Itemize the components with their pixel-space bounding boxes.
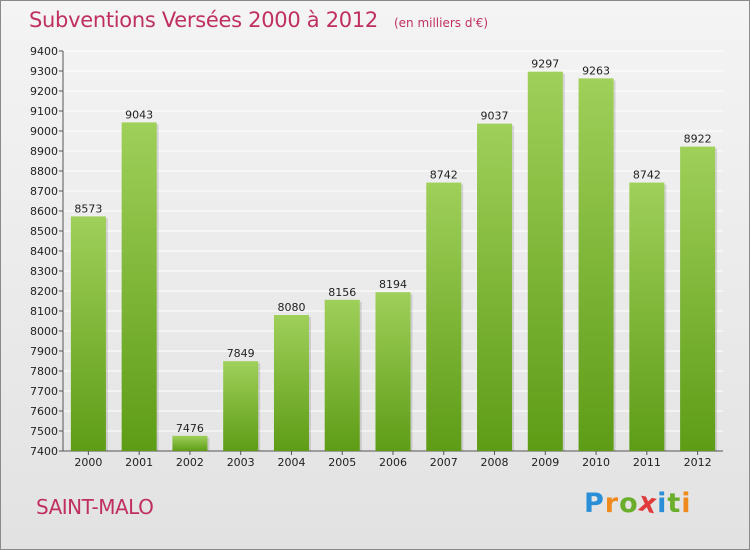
x-tick-label-2001: 2001 (125, 456, 153, 469)
data-label-2004: 8080 (277, 301, 305, 314)
y-tick-label: 9000 (30, 125, 58, 138)
logo-letter: P (584, 488, 605, 519)
bar-2003 (223, 361, 259, 451)
y-tick-label: 7900 (30, 345, 58, 358)
bar-2006 (375, 292, 411, 451)
bar-2004 (273, 315, 309, 451)
x-tick-label-2002: 2002 (176, 456, 204, 469)
y-tick-label: 8200 (30, 285, 58, 298)
y-tick-label: 9200 (30, 85, 58, 98)
y-tick-label: 8700 (30, 185, 58, 198)
y-tick-label: 7700 (30, 385, 58, 398)
y-tick-label: 7500 (30, 425, 58, 438)
y-tick-label: 7800 (30, 365, 58, 378)
bar-2007 (426, 182, 462, 451)
y-tick-label: 8900 (30, 145, 58, 158)
bar-2011 (629, 182, 665, 451)
y-tick-label: 9400 (30, 45, 58, 58)
x-tick-label-2009: 2009 (531, 456, 559, 469)
labels: 8573 9043 7476 7849 8080 8156 8194 8742 9037 9297… (74, 58, 711, 435)
x-tick-label-2007: 2007 (430, 456, 458, 469)
y-tick-label: 8300 (30, 265, 58, 278)
chart-title: Subventions Versées 2000 à 2012 (29, 8, 378, 32)
data-label-2007: 8742 (430, 169, 458, 182)
bar-2005 (324, 299, 360, 451)
x-tick-label-2008: 2008 (481, 456, 509, 469)
x-tick-label-2010: 2010 (582, 456, 610, 469)
data-label-2005: 8156 (328, 286, 356, 299)
data-label-2001: 9043 (125, 108, 153, 121)
bar-2002 (172, 435, 208, 451)
data-label-2003: 7849 (227, 347, 255, 360)
bars (70, 71, 718, 452)
data-label-2010: 9263 (582, 64, 610, 77)
x-tick-label-2004: 2004 (277, 456, 305, 469)
data-label-2008: 9037 (481, 110, 509, 123)
chart-subtitle: (en milliers d'€) (393, 16, 489, 30)
proxiti-logo[interactable]: Proxiti (584, 486, 692, 520)
bar-2009 (527, 71, 563, 451)
y-tick-label: 7400 (30, 445, 58, 458)
y-tick-label: 8000 (30, 325, 58, 338)
x-tick-label-2000: 2000 (74, 456, 102, 469)
y-tick-label: 8800 (30, 165, 58, 178)
x-tick-label-2005: 2005 (328, 456, 356, 469)
y-tick-label: 8600 (30, 205, 58, 218)
y-tick-label: 8400 (30, 245, 58, 258)
y-tick-label: 9300 (30, 65, 58, 78)
y-tick-label: 8500 (30, 225, 58, 238)
data-label-2012: 8922 (684, 133, 712, 146)
y-tick-label: 7600 (30, 405, 58, 418)
data-label-2000: 8573 (74, 202, 102, 215)
commune-name: SAINT-MALO (36, 495, 154, 519)
title-area: Subventions Versées 2000 à 2012 (en mill… (29, 8, 488, 32)
logo-letter: t (667, 488, 682, 519)
bar-2010 (578, 78, 614, 452)
logo-letter: r (604, 488, 620, 519)
data-label-2006: 8194 (379, 278, 407, 291)
x-tick-label-2003: 2003 (227, 456, 255, 469)
x-tick-label-2012: 2012 (684, 456, 712, 469)
bar-2008 (477, 123, 513, 451)
bar-2012 (680, 146, 716, 451)
bar-2000 (70, 216, 106, 451)
data-label-2002: 7476 (176, 422, 204, 435)
y-tick-label: 8100 (30, 305, 58, 318)
x-tick-label-2011: 2011 (633, 456, 661, 469)
x-tick-label-2006: 2006 (379, 456, 407, 469)
data-label-2009: 9297 (531, 58, 559, 71)
y-tick-label: 9100 (30, 105, 58, 118)
logo-letter: o (619, 488, 639, 519)
logo-letter: i (681, 488, 692, 519)
bar-2001 (121, 122, 157, 452)
data-label-2011: 8742 (633, 169, 661, 182)
logo-letter: i (657, 488, 668, 519)
